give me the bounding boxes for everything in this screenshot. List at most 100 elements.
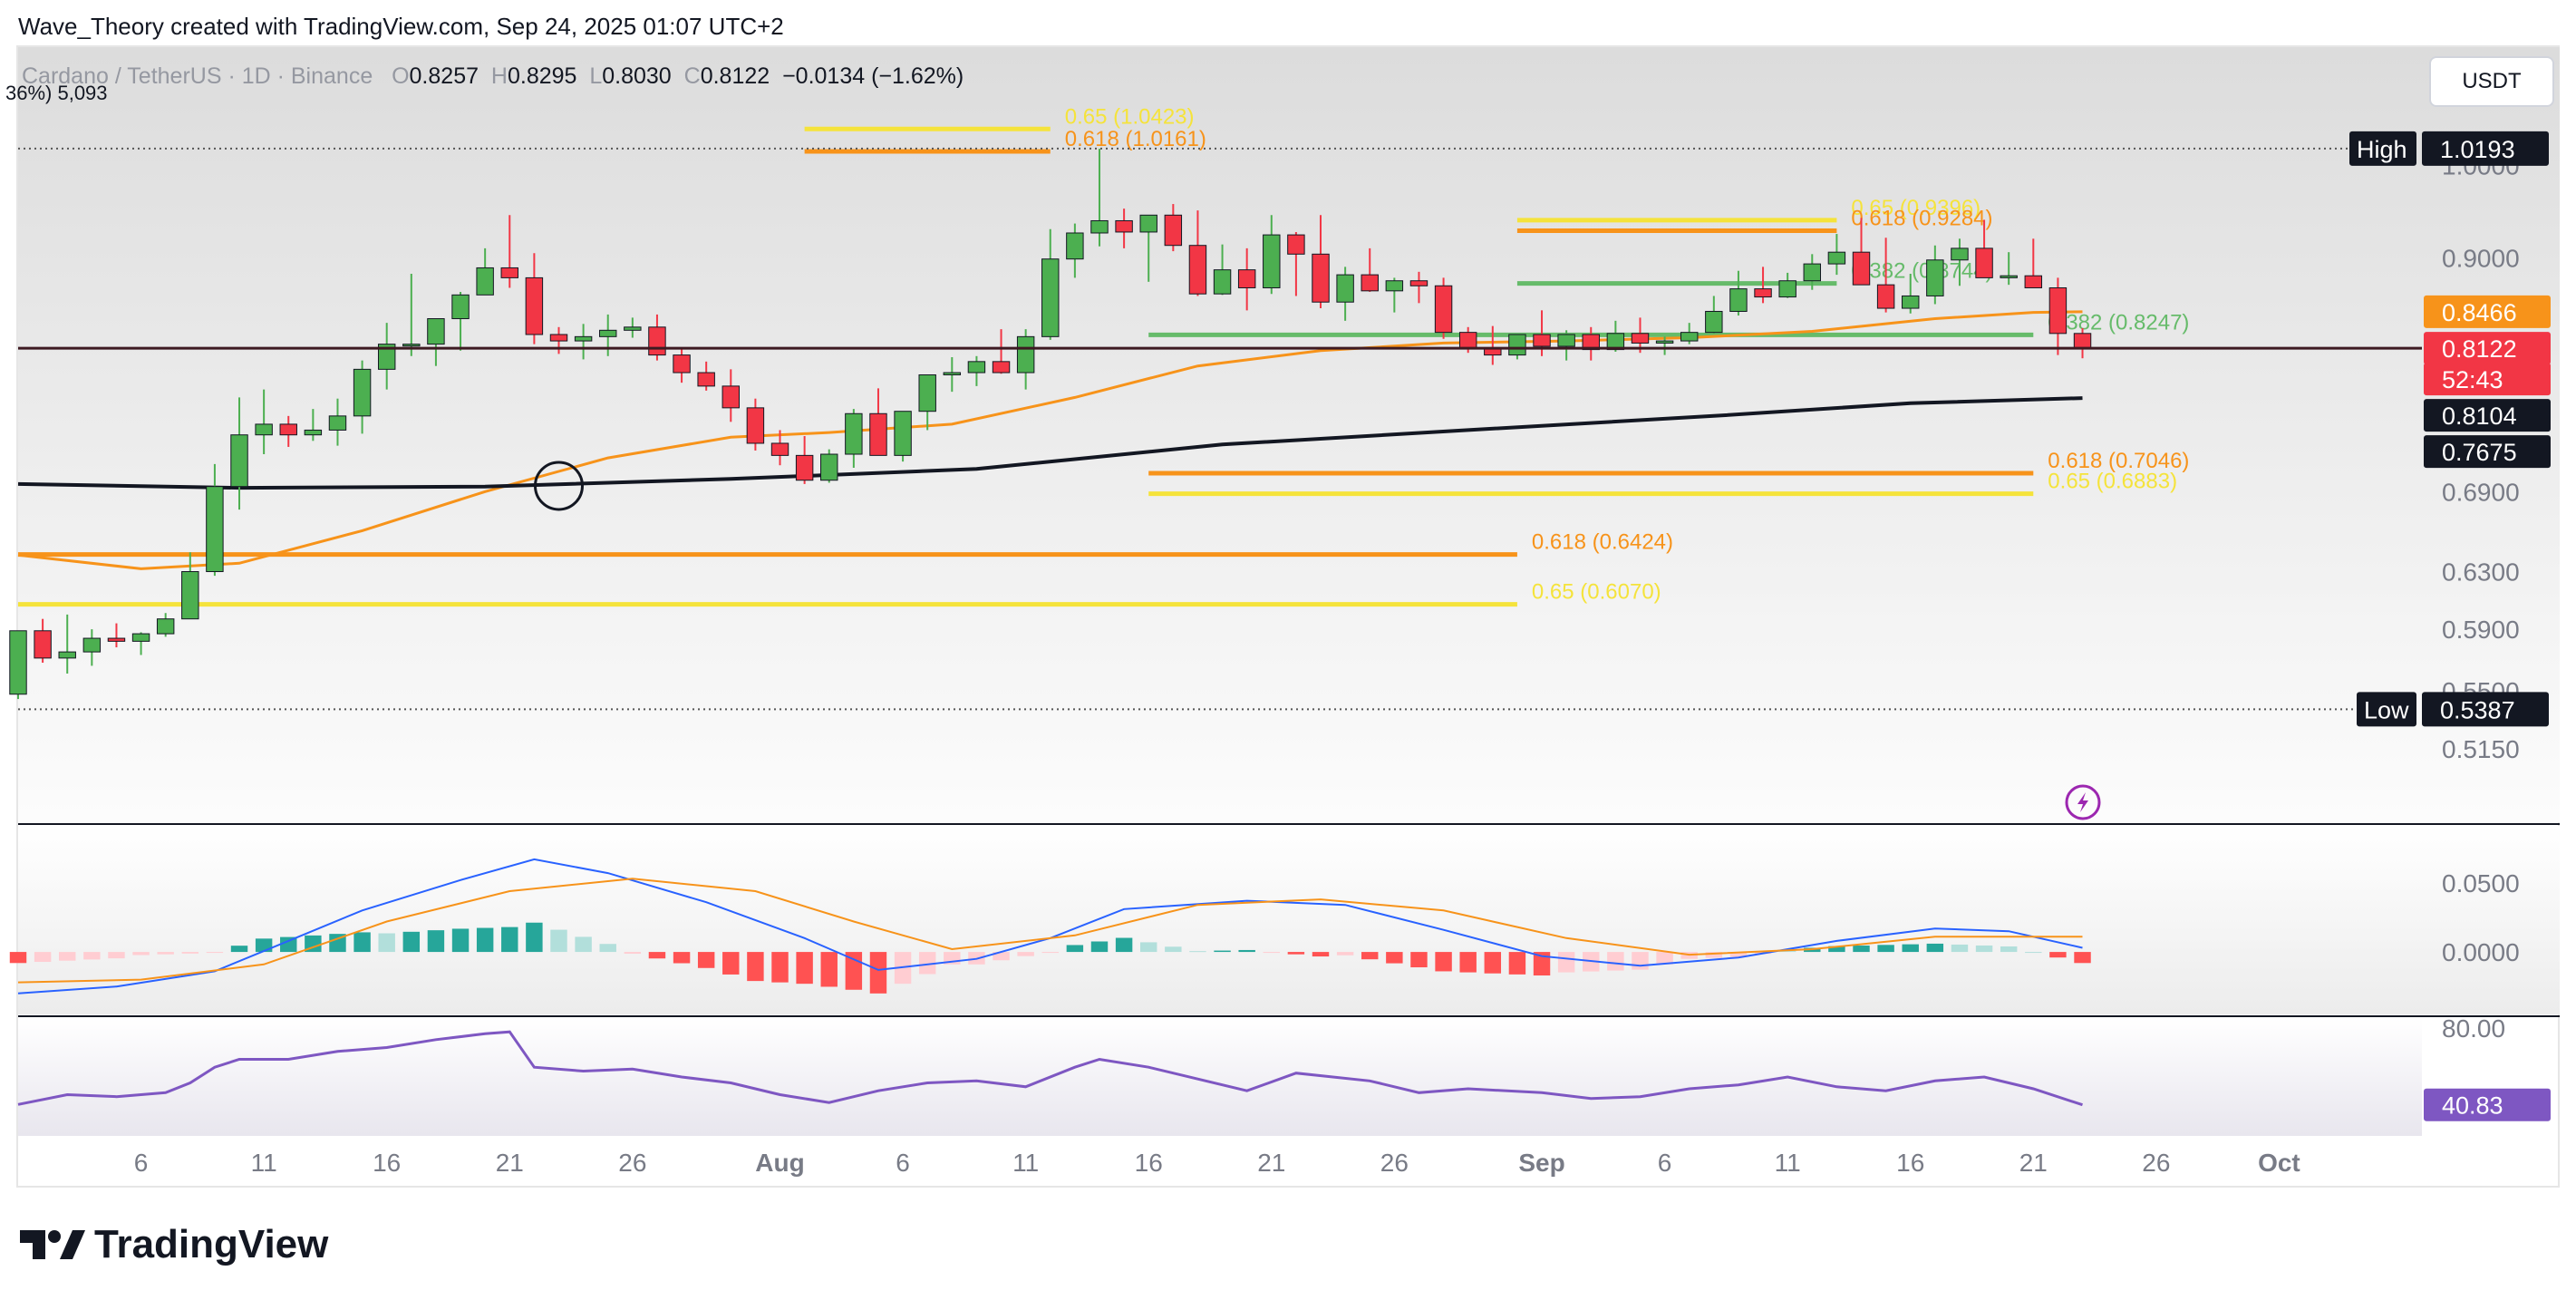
candle-down <box>697 372 715 387</box>
macd-histogram-bar <box>1386 952 1403 964</box>
macd-histogram-bar <box>1361 952 1379 960</box>
macd-histogram-bar <box>1066 945 1084 953</box>
candle-up <box>574 335 593 342</box>
time-axis[interactable]: 6 11 16 21 26 Aug 6 11 16 21 26 Sep 6 11 16 21 26 Oct <box>134 1149 2300 1177</box>
high-marker-value: 1.0193 <box>2440 136 2515 163</box>
low-label: L <box>589 63 603 89</box>
candle-up <box>82 637 102 653</box>
candle-down <box>2073 333 2092 349</box>
low-marker-value: 0.5387 <box>2440 696 2515 723</box>
macd-axis-label: 0.0000 <box>2442 938 2520 966</box>
candle-up <box>599 329 617 337</box>
candle-up <box>1263 234 1281 288</box>
candle-down <box>1312 253 1330 303</box>
replay-icon[interactable] <box>2065 784 2101 820</box>
macd-histogram-bar <box>575 936 592 953</box>
fibonacci-levels: 0.65 (1.0423)0.618 (1.0161) 0.65 (0.9396)… <box>18 104 2189 607</box>
high-label: H <box>490 63 508 89</box>
high-marker-label: High <box>2357 136 2407 163</box>
fib-label: 0.65 (0.6883) <box>2048 470 2177 494</box>
high-marker-value-bg <box>2422 131 2549 166</box>
candle-down <box>770 442 789 456</box>
macd-histogram-bar <box>1557 952 1575 973</box>
price-axis-label: 0.9000 <box>2442 245 2520 273</box>
macd-histogram-bar <box>206 952 224 954</box>
candle-up <box>1827 251 1846 265</box>
golden-cross-circle <box>533 461 584 511</box>
candle-up <box>402 344 421 347</box>
high-value: 0.8295 <box>507 63 577 89</box>
time-axis-label: 26 <box>2142 1149 2170 1177</box>
price-tag: 0.8466 <box>2442 299 2517 326</box>
macd-histogram-bar <box>526 922 543 953</box>
currency-button[interactable]: USDT <box>2429 56 2554 107</box>
rsi-tag-bg <box>2424 1088 2551 1121</box>
macd-histogram-bar <box>59 952 76 961</box>
time-axis-label: 11 <box>1012 1149 1039 1177</box>
candle-down <box>2024 275 2043 288</box>
macd-histogram-bar <box>1017 952 1034 956</box>
macd-histogram-bar <box>378 933 395 953</box>
macd-histogram-bar <box>1508 952 1526 975</box>
candle-down <box>1188 245 1207 295</box>
time-axis-label: 26 <box>618 1149 646 1177</box>
candle-down <box>1533 334 1551 347</box>
fib-label: 0.65 (0.9396) <box>1851 196 1980 220</box>
candle-up <box>624 326 642 331</box>
time-axis-label: 21 <box>2019 1149 2048 1177</box>
macd-axis-label: 0.0500 <box>2442 869 2520 897</box>
macd-histogram-bar <box>550 929 567 953</box>
macd-histogram-bar <box>1877 945 1894 953</box>
price-pane-background <box>18 47 2560 822</box>
price-tag-bg <box>2424 363 2551 396</box>
macd-histogram-bar <box>820 952 838 987</box>
macd-histogram-bar <box>1656 952 1673 965</box>
macd-histogram-bar <box>329 934 346 953</box>
macd-histogram-bar <box>1533 952 1551 976</box>
candle-down <box>1631 333 1650 344</box>
candle-up <box>230 434 248 488</box>
candle-down <box>525 276 544 335</box>
macd-histogram-bar <box>918 952 936 975</box>
macd-histogram-bar <box>1828 946 1845 953</box>
macd-histogram-bar <box>34 952 52 962</box>
price-axis-label: 0.6900 <box>2442 478 2520 506</box>
countdown-tag: 52:43 <box>2442 366 2503 393</box>
tradingview-logo[interactable]: TradingView <box>20 1222 328 1267</box>
candle-down <box>1975 247 1993 278</box>
macd-histogram-bar <box>476 927 494 953</box>
ema-short-line <box>17 310 2083 570</box>
time-axis-label: 21 <box>1257 1149 1285 1177</box>
fib-label: 0.382 (0.8744) <box>1851 259 1992 284</box>
candle-up <box>918 374 936 412</box>
fib-label: 0.65 (1.0423) <box>1065 104 1195 129</box>
macd-histogram-bar <box>1287 952 1305 955</box>
macd-histogram-bar <box>2074 952 2091 964</box>
candle-down <box>1115 219 1133 233</box>
candle-up <box>328 415 347 431</box>
candle-down <box>721 385 741 409</box>
open-label: O <box>392 63 410 89</box>
time-axis-label: 21 <box>496 1149 524 1177</box>
macd-pane-background <box>18 826 2560 1014</box>
moving-averages <box>17 310 2083 570</box>
fib-label: 0.618 (0.6424) <box>1532 530 1673 555</box>
macd-histogram-bar <box>1729 952 1748 957</box>
macd-histogram-bar <box>157 952 174 955</box>
candle-down <box>1754 288 1772 298</box>
candle-up <box>943 372 962 375</box>
macd-histogram-bar <box>697 952 715 968</box>
candle-up <box>476 267 494 296</box>
macd-pane: 0.0500 0.0000 <box>9 858 2520 994</box>
candle-down <box>648 326 666 356</box>
price-tag-bg <box>2424 399 2551 432</box>
symbol-name: Cardano / TetherUS · 1D · Binance <box>22 63 373 89</box>
symbol-legend[interactable]: Cardano / TetherUS · 1D · Binance O0.825… <box>22 63 964 90</box>
candle-up <box>1951 247 1969 261</box>
macd-histogram-bar <box>1410 952 1428 968</box>
macd-histogram-bar <box>1778 950 1796 953</box>
macd-histogram-bar <box>599 944 616 953</box>
time-axis-label: Oct <box>2258 1149 2300 1177</box>
candlesticks <box>9 149 2092 700</box>
